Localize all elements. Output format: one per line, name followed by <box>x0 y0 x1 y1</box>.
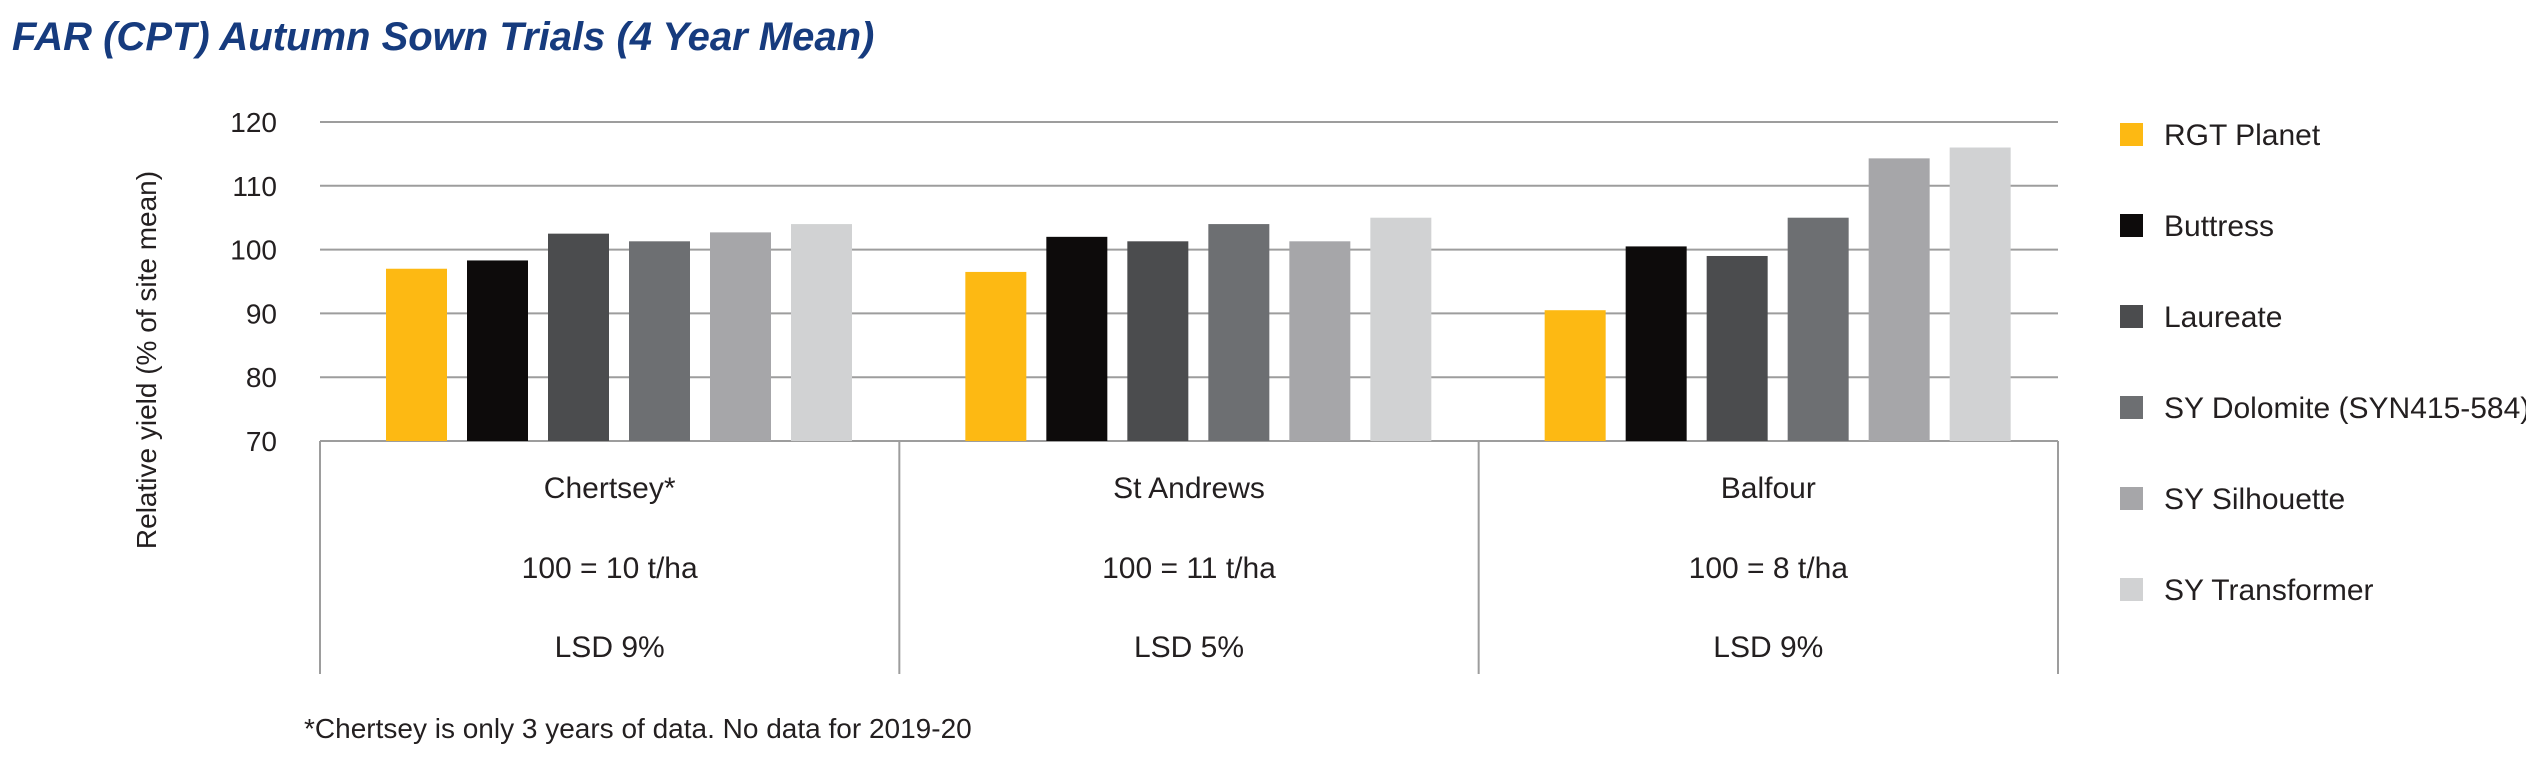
bar <box>548 233 609 441</box>
legend-label: SY Dolomite (SYN415-584) <box>2164 392 2526 425</box>
legend-swatch <box>2120 123 2143 146</box>
bar <box>467 260 528 441</box>
bar <box>629 241 690 441</box>
bar <box>386 268 447 441</box>
bar <box>1370 217 1432 441</box>
category-mean-yield: 100 = 11 t/ha <box>1102 552 1276 585</box>
y-axis-label: Relative yield (% of site mean) <box>131 171 162 549</box>
category-lsd: LSD 5% <box>1134 631 1244 664</box>
legend-label: SY Silhouette <box>2164 483 2345 516</box>
y-axis-ticks: 70 80 90 100 110 120 <box>230 107 277 457</box>
bar <box>1544 310 1606 441</box>
bar <box>965 271 1027 441</box>
bar <box>1625 246 1687 441</box>
bar <box>1289 241 1351 441</box>
legend-swatch <box>2120 487 2143 510</box>
legend-label: Laureate <box>2164 301 2282 334</box>
legend-label: RGT Planet <box>2164 119 2321 152</box>
bar <box>1046 236 1108 441</box>
y-tick-label: 110 <box>232 171 277 202</box>
y-tick-label: 80 <box>246 362 277 393</box>
legend-swatch <box>2120 305 2143 328</box>
legend-label: SY Transformer <box>2164 574 2374 607</box>
gridlines <box>320 121 2058 442</box>
bars <box>386 147 2011 441</box>
bar <box>1706 255 1768 441</box>
category-lsd: LSD 9% <box>555 631 665 664</box>
category-label: Chertsey* <box>544 472 676 505</box>
y-tick-label: 100 <box>230 235 277 266</box>
legend-label: Buttress <box>2164 210 2274 243</box>
bar <box>710 232 771 441</box>
bar <box>1949 147 2011 441</box>
chart-title: FAR (CPT) Autumn Sown Trials (4 Year Mea… <box>12 15 874 59</box>
category-label: Balfour <box>1721 472 1816 505</box>
bar <box>1127 241 1189 441</box>
category-table: Chertsey* 100 = 10 t/ha LSD 9% St Andrews 10… <box>319 441 2059 674</box>
category-lsd: LSD 9% <box>1713 631 1823 664</box>
bar <box>1208 224 1270 441</box>
legend: RGT Planet Buttress Laureate SY Dolomite (S… <box>2120 119 2526 607</box>
legend-swatch <box>2120 396 2143 419</box>
legend-swatch <box>2120 578 2143 601</box>
y-tick-label: 70 <box>246 426 277 457</box>
bar <box>791 224 852 441</box>
category-mean-yield: 100 = 8 t/ha <box>1689 552 1849 585</box>
category-label: St Andrews <box>1113 472 1265 505</box>
y-tick-label: 90 <box>246 298 277 329</box>
bar <box>1787 217 1849 441</box>
bar <box>1868 158 1930 441</box>
category-mean-yield: 100 = 10 t/ha <box>522 552 698 585</box>
legend-swatch <box>2120 214 2143 237</box>
y-tick-label: 120 <box>230 107 277 138</box>
footnote: *Chertsey is only 3 years of data. No da… <box>304 713 972 744</box>
